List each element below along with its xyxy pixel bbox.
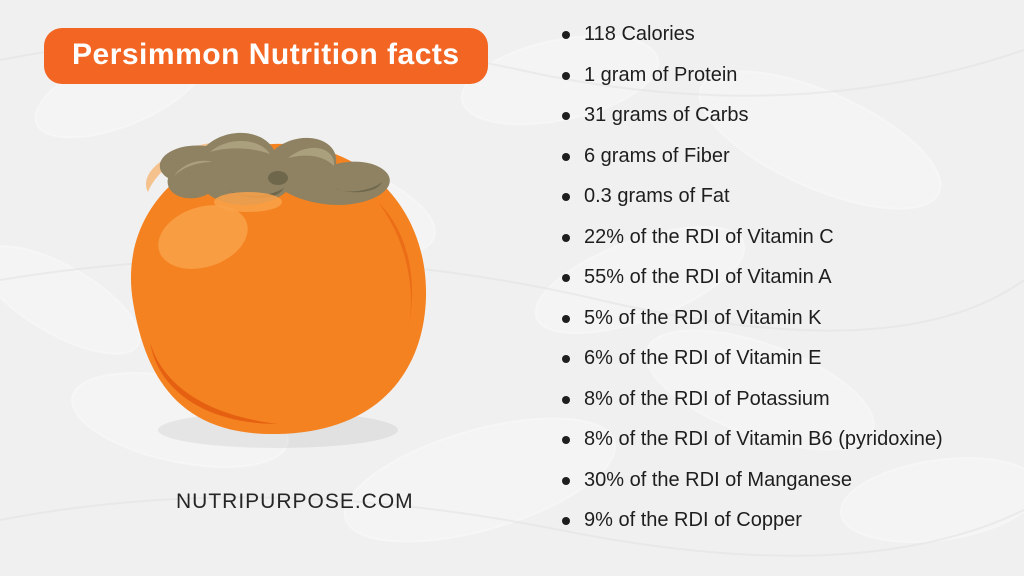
fact-item: 6% of the RDI of Vitamin E [558, 348, 998, 368]
fact-item: 6 grams of Fiber [558, 146, 998, 166]
fact-item: 9% of the RDI of Copper [558, 510, 998, 530]
fact-item: 0.3 grams of Fat [558, 186, 998, 206]
site-label: NUTRIPURPOSE.COM [176, 490, 414, 514]
nutrition-facts-list: 118 Calories 1 gram of Protein 31 grams … [558, 24, 998, 551]
title-pill: Persimmon Nutrition facts [44, 28, 488, 84]
fact-item: 118 Calories [558, 24, 998, 44]
persimmon-illustration [78, 92, 458, 462]
fact-item: 31 grams of Carbs [558, 105, 998, 125]
fact-item: 8% of the RDI of Potassium [558, 389, 998, 409]
fact-item: 5% of the RDI of Vitamin K [558, 308, 998, 328]
fact-item: 8% of the RDI of Vitamin B6 (pyridoxine) [558, 429, 998, 449]
fact-item: 30% of the RDI of Manganese [558, 470, 998, 490]
calyx [160, 133, 390, 205]
fact-item: 55% of the RDI of Vitamin A [558, 267, 998, 287]
fact-item: 1 gram of Protein [558, 65, 998, 85]
fact-item: 22% of the RDI of Vitamin C [558, 227, 998, 247]
